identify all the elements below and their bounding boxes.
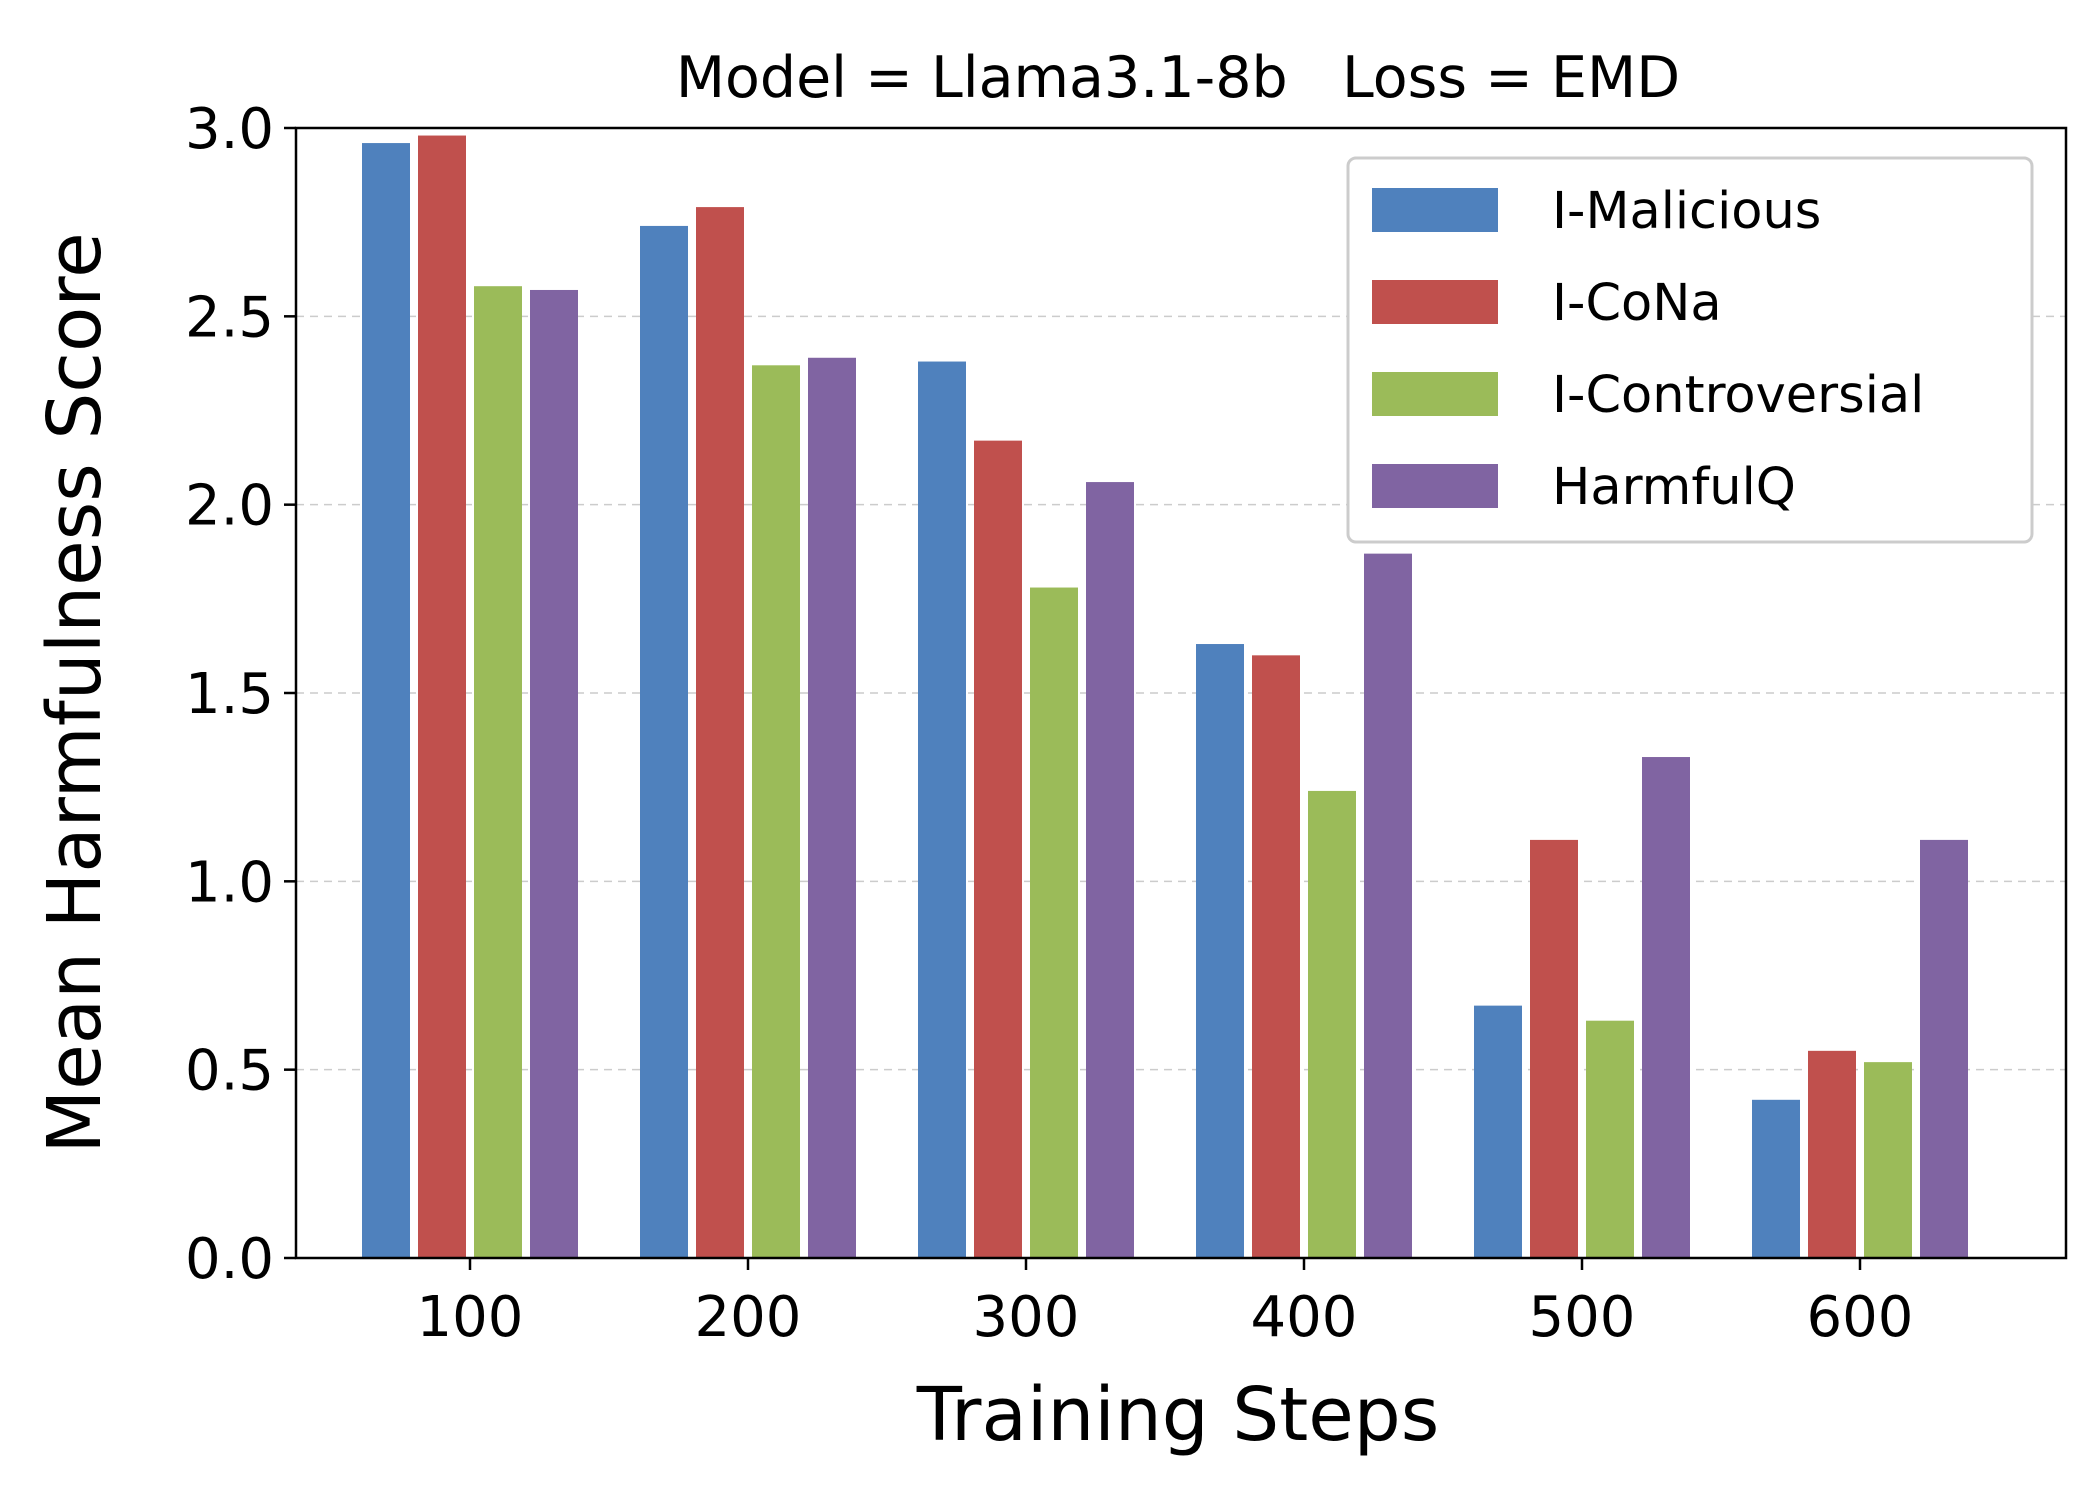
x-tick-label: 100 [417, 1285, 524, 1350]
x-axis-title: Training Steps [916, 1372, 1440, 1458]
x-tick-label: 200 [695, 1285, 802, 1350]
bars [362, 135, 1968, 1259]
x-tick-label: 600 [1807, 1285, 1914, 1350]
legend-frame [1346, 156, 2034, 544]
bar-i-controversial-100 [474, 286, 522, 1258]
bar-harmfulq-200 [808, 357, 856, 1258]
bar-i-malicious-400 [1196, 644, 1244, 1258]
bar-harmfulq-600 [1920, 839, 1968, 1258]
bar-i-controversial-200 [752, 365, 800, 1258]
bar-i-cona-500 [1530, 839, 1578, 1258]
y-axis-title: Mean Harmfulness Score [32, 232, 118, 1153]
bar-i-controversial-500 [1586, 1020, 1634, 1258]
bar-i-controversial-400 [1308, 790, 1356, 1258]
bar-i-malicious-300 [918, 361, 966, 1258]
y-axis-ticks: 0.0 0.5 1.0 1.5 2.0 2.5 3.0 [185, 97, 296, 1292]
bar-i-cona-400 [1252, 655, 1300, 1258]
bar-i-malicious-500 [1474, 1005, 1522, 1258]
bar-harmfulq-300 [1086, 482, 1134, 1259]
bar-i-cona-600 [1808, 1050, 1856, 1258]
bar-i-controversial-600 [1864, 1062, 1912, 1258]
legend-swatch [1372, 188, 1498, 232]
bar-i-controversial-300 [1030, 587, 1078, 1258]
legend-swatch [1372, 280, 1498, 324]
x-axis-ticks: 100 200 300 400 500 600 [417, 1258, 1914, 1350]
x-tick-label: 400 [1251, 1285, 1358, 1350]
legend-label: I-CoNa [1552, 274, 1722, 333]
legend-label: HarmfulQ [1552, 458, 1796, 517]
y-tick-label: 3.0 [185, 97, 274, 162]
legend-swatch [1372, 464, 1498, 508]
bar-harmfulq-500 [1642, 757, 1690, 1258]
legend-swatch [1372, 372, 1498, 416]
bar-i-cona-300 [974, 440, 1022, 1259]
y-tick-label: 0.5 [185, 1039, 274, 1104]
y-tick-label: 1.0 [185, 850, 274, 915]
x-tick-label: 300 [973, 1285, 1080, 1350]
bar-i-cona-200 [696, 207, 744, 1259]
chart-title: Model = Llama3.1-8b Loss = EMD [676, 45, 1680, 111]
bar-harmfulq-100 [530, 289, 578, 1258]
legend-label: I-Malicious [1552, 182, 1821, 241]
bar-i-malicious-200 [640, 225, 688, 1258]
legend-label: I-Controversial [1552, 366, 1924, 425]
y-tick-label: 2.5 [185, 285, 274, 350]
y-tick-label: 2.0 [185, 474, 274, 539]
x-tick-label: 500 [1529, 1285, 1636, 1350]
bar-i-cona-100 [418, 135, 466, 1259]
y-tick-label: 0.0 [185, 1227, 274, 1292]
y-tick-label: 1.5 [185, 662, 274, 727]
bar-harmfulq-400 [1364, 553, 1412, 1258]
legend: I-Malicious I-CoNa I-Controversial HarmfulQ [1346, 156, 2034, 544]
bar-i-malicious-600 [1752, 1099, 1800, 1258]
bar-i-malicious-100 [362, 143, 410, 1259]
